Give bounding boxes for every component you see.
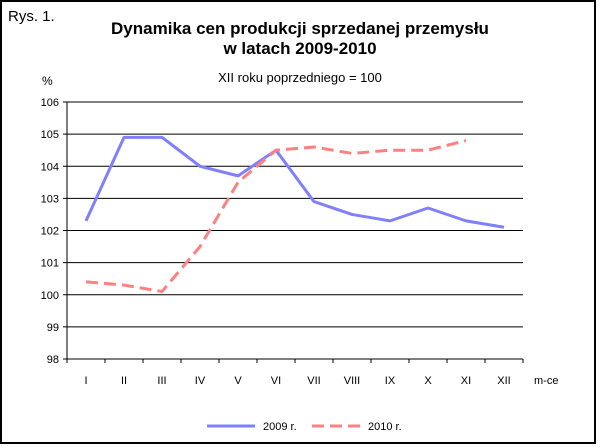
x-tick-label: X — [424, 375, 432, 387]
y-axis-unit-label: % — [42, 74, 53, 88]
x-tick-label: XII — [497, 375, 510, 387]
y-tick-label: 99 — [47, 322, 59, 334]
chart-title: Dynamika cen produkcji sprzedanej przemy… — [2, 19, 598, 59]
x-tick-label: V — [234, 375, 242, 387]
y-tick-label: 105 — [41, 129, 59, 141]
x-tick-label: IV — [195, 375, 206, 387]
x-tick-label: I — [84, 375, 87, 387]
figure-label: Rys. 1. — [8, 8, 55, 25]
chart-title-line-1: Dynamika cen produkcji sprzedanej przemy… — [111, 19, 489, 38]
x-tick-label: XI — [461, 375, 471, 387]
y-tick-label: 102 — [41, 226, 59, 238]
legend-label-1: 2009 r. — [263, 421, 297, 433]
legend-label-2: 2010 r. — [368, 421, 402, 433]
chart-subtitle: XII roku poprzedniego = 100 — [218, 70, 382, 85]
x-tick-label: II — [121, 375, 127, 387]
x-tick-label: IX — [385, 375, 396, 387]
y-tick-label: 101 — [41, 258, 59, 270]
x-tick-label: VII — [307, 375, 320, 387]
y-tick-label: 103 — [41, 193, 59, 205]
series-line-2 — [85, 139, 467, 294]
x-tick-label: III — [157, 375, 166, 387]
x-tick-label: VIII — [344, 375, 361, 387]
y-tick-label: 98 — [47, 354, 59, 366]
y-tick-label: 104 — [41, 161, 59, 173]
chart-title-line-2: w latach 2009-2010 — [223, 39, 377, 58]
series-line-1 — [84, 135, 505, 229]
y-tick-label: 106 — [41, 97, 59, 109]
y-tick-label: 100 — [41, 290, 59, 302]
x-tick-label: VI — [271, 375, 281, 387]
x-axis-label: m-ce — [534, 375, 558, 387]
